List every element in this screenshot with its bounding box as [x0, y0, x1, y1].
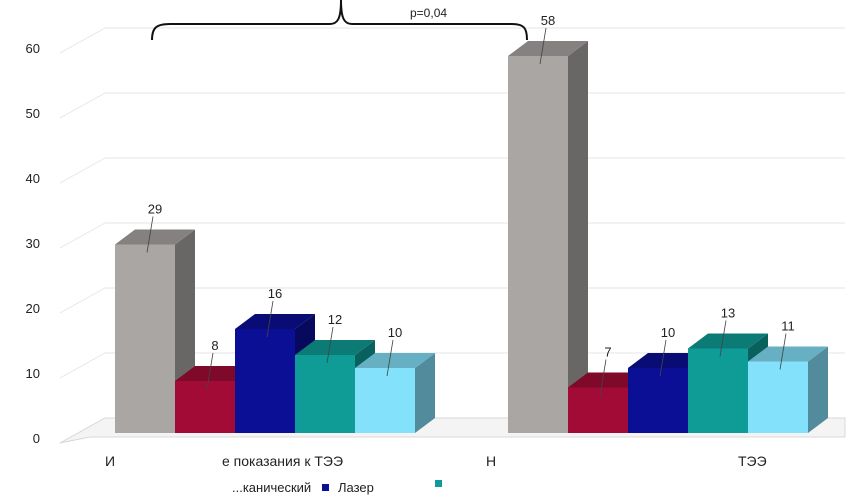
- bar-top: [295, 340, 375, 355]
- data-label-leader: [599, 359, 607, 396]
- bar-1-4: 11: [748, 319, 828, 433]
- bar-front: [295, 355, 355, 433]
- gridline-side: [59, 287, 106, 314]
- category-label: е показания к ТЭЭ: [222, 453, 343, 469]
- bar-side: [808, 346, 828, 433]
- y-tick-label: 60: [26, 41, 40, 56]
- data-label-leader: [779, 333, 787, 370]
- data-label: 16: [268, 286, 282, 301]
- bar-top: [688, 333, 768, 349]
- bar-front: [568, 387, 628, 433]
- bracket-line: [151, 0, 528, 41]
- legend-item-mechanical: ...канический: [232, 480, 311, 495]
- legend-label-mechanical: ...канический: [232, 480, 312, 495]
- data-label: 13: [721, 306, 735, 321]
- bar-front: [175, 381, 235, 433]
- category-label: И: [105, 453, 115, 469]
- legend-item-teal: [435, 480, 442, 487]
- data-label-leader: [539, 27, 547, 65]
- bar-front: [115, 244, 175, 433]
- y-tick-label: 40: [26, 171, 40, 186]
- legend-swatch-laser: [322, 484, 329, 491]
- bar-top: [748, 346, 828, 362]
- bar-front: [508, 56, 568, 433]
- data-label: 10: [661, 325, 675, 340]
- data-label-leader: [206, 352, 214, 390]
- bar-front: [628, 368, 688, 433]
- y-tick-label: 0: [33, 431, 40, 446]
- bar-top: [115, 229, 195, 245]
- gridline-side: [59, 352, 106, 379]
- data-label: 29: [148, 202, 162, 217]
- y-tick-label: 10: [26, 366, 40, 381]
- bar-0-4: 10: [355, 325, 435, 433]
- data-label: 7: [604, 345, 611, 360]
- gridline-side: [59, 222, 106, 249]
- y-tick-label: 30: [26, 236, 40, 251]
- bar-top: [508, 41, 588, 56]
- data-label: 58: [541, 13, 555, 28]
- bar-side: [568, 41, 588, 433]
- data-label-leader: [266, 300, 274, 338]
- bar-front: [688, 348, 748, 433]
- bar-top: [235, 314, 315, 329]
- data-label-leader: [326, 326, 334, 364]
- bar-front: [235, 329, 295, 433]
- legend-swatch-teal: [435, 480, 442, 487]
- bar-1-0: 58: [508, 13, 588, 433]
- gridline-side: [59, 92, 106, 119]
- bar-0-3: 12: [295, 312, 375, 433]
- data-label: 10: [388, 325, 402, 340]
- data-label: 12: [328, 312, 342, 327]
- legend-item-laser: Лазер: [322, 480, 374, 495]
- category-label: ТЭЭ: [738, 453, 767, 469]
- gridline-side: [59, 27, 106, 54]
- y-tick-label: 50: [26, 106, 40, 121]
- legend-label-laser: Лазер: [338, 480, 374, 495]
- data-label-leader: [386, 339, 394, 377]
- data-label: 8: [211, 338, 218, 353]
- bar-front: [748, 361, 808, 433]
- data-label: 11: [781, 319, 795, 334]
- chart-legend: ...канический Лазер: [0, 480, 851, 499]
- data-label-leader: [719, 320, 727, 357]
- p-value-annotation: p=0,04: [410, 6, 448, 20]
- significance-bracket: [151, 0, 528, 41]
- bar-side: [415, 353, 435, 433]
- bar-top: [355, 353, 435, 368]
- data-label-leader: [659, 339, 667, 377]
- chart-bars: 29 8 16 12 10 58 7 10 13 11: [115, 13, 828, 433]
- gridline-side: [59, 157, 106, 184]
- data-label-leader: [146, 216, 154, 253]
- category-label: Н: [486, 453, 496, 469]
- y-tick-label: 20: [26, 301, 40, 316]
- bar-front: [355, 368, 415, 433]
- y-axis-ticks: 0 10 20 30 40 50 60: [26, 41, 40, 446]
